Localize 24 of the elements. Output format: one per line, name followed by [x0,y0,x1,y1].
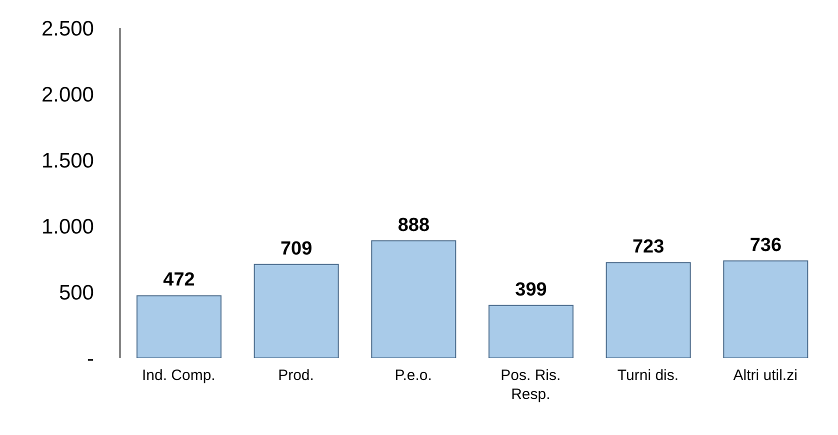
x-tick-label: P.e.o. [394,367,432,384]
y-tick-label: - [87,347,94,370]
bar [606,262,691,358]
bar [254,264,339,358]
data-label: 888 [398,214,430,236]
y-tick-label: 1.500 [41,149,94,172]
y-tick-label: 500 [58,281,94,304]
y-tick-label: 2.500 [41,17,94,40]
y-tick-label: 1.000 [41,215,94,238]
x-tick-label: Ind. Comp. [142,367,216,384]
x-tick-label: Prod. [278,367,314,384]
bar [371,240,456,358]
bar [136,295,222,358]
data-label: 472 [163,270,195,291]
data-label: 709 [280,238,312,260]
data-label: 723 [632,236,664,258]
bar [488,304,574,358]
x-tick-label: Turni dis. [617,367,679,384]
x-tick-label: Pos. Ris. Resp. [500,367,561,403]
bar [723,260,808,358]
y-tick-label: 2.000 [41,83,94,106]
x-tick-label: Altri util.zi [733,367,798,384]
data-label: 736 [750,234,782,256]
data-label: 399 [515,279,547,300]
